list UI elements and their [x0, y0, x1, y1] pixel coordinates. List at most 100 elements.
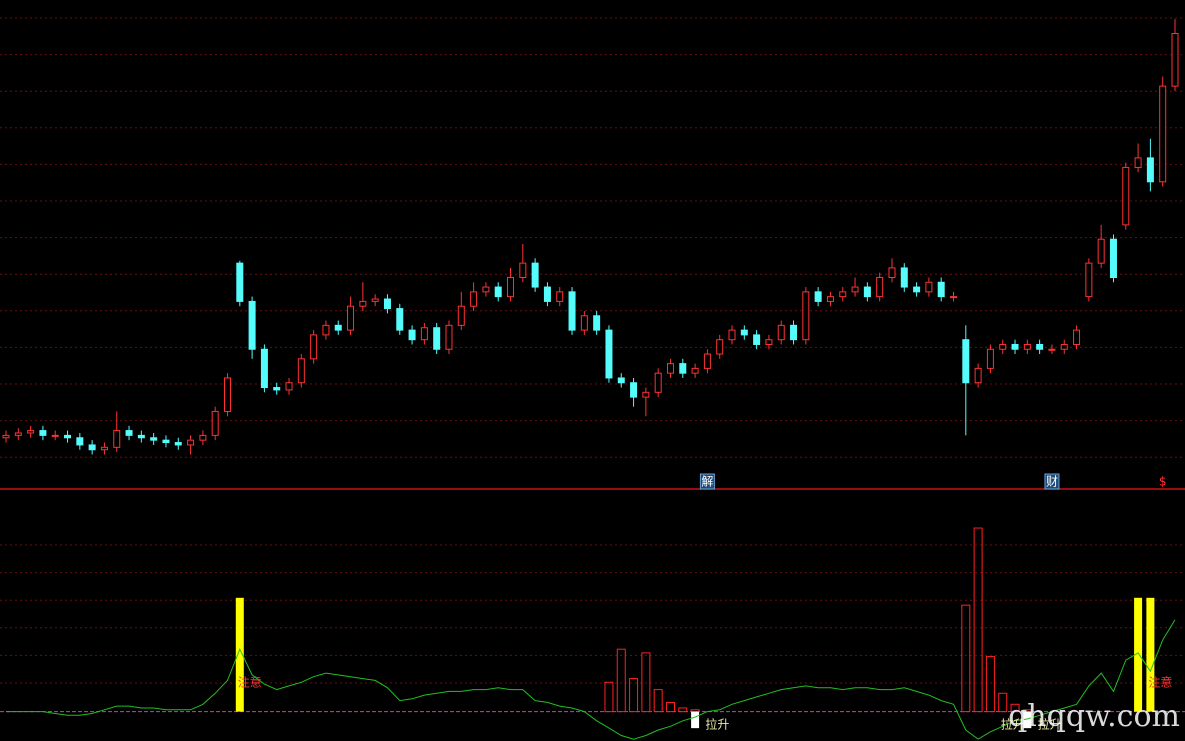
- candle-body: [260, 348, 268, 389]
- candle-body: [211, 410, 219, 436]
- indicator-bar: [985, 656, 995, 713]
- candle-body: [863, 286, 871, 298]
- candle-body: [359, 300, 367, 307]
- candle-body: [248, 300, 256, 350]
- candle-body: [1085, 262, 1093, 298]
- candle-body: [187, 439, 195, 446]
- candle-body: [236, 262, 244, 302]
- candle-body: [470, 291, 478, 307]
- candle-body: [1134, 157, 1142, 168]
- annotation-box: [699, 473, 715, 490]
- candle-body: [88, 444, 96, 451]
- candle-body: [199, 434, 207, 441]
- indicator-bar: [1010, 703, 1020, 713]
- indicator-bar: [973, 527, 983, 713]
- indicator-bar: [678, 707, 688, 713]
- indicator-bar: [665, 701, 675, 713]
- candle-body: [999, 343, 1007, 350]
- candle-body: [826, 296, 834, 302]
- candle-body: [2, 434, 10, 439]
- candle-body: [543, 286, 551, 302]
- candle-body: [986, 348, 994, 369]
- indicator-bar: [641, 652, 651, 713]
- candle-body: [457, 305, 465, 326]
- indicator-bar: [235, 597, 244, 712]
- candle-body: [125, 430, 133, 436]
- candle-body: [383, 298, 391, 310]
- candle-body: [1097, 238, 1105, 264]
- candle-body: [1146, 157, 1154, 183]
- candle-body: [888, 267, 896, 278]
- candle-body: [14, 432, 22, 436]
- candle-body: [740, 329, 748, 336]
- candle-body: [531, 262, 539, 288]
- candle-body: [765, 339, 773, 345]
- indicator-line: [6, 619, 1176, 740]
- candle-body: [1048, 348, 1056, 351]
- candle-body: [1171, 32, 1179, 87]
- annotation: $: [1159, 475, 1167, 489]
- candle-body: [716, 339, 724, 355]
- indicator-bar: [653, 689, 663, 713]
- candle-body: [322, 324, 330, 336]
- candle-body: [703, 353, 711, 369]
- candle-body: [728, 329, 736, 341]
- candle-body: [27, 430, 35, 434]
- candle-body: [371, 298, 379, 302]
- candle-body: [753, 334, 761, 345]
- candle-body: [445, 324, 453, 350]
- candle-body: [962, 339, 970, 384]
- candle-body: [925, 281, 933, 293]
- candle-body: [408, 329, 416, 341]
- indicator-bar: [1023, 711, 1032, 729]
- candle-body: [273, 387, 281, 391]
- candle-body: [900, 267, 908, 288]
- candle-body: [1159, 85, 1167, 183]
- candle-body: [482, 286, 490, 293]
- annotation: 注意: [238, 675, 262, 690]
- indicator-bar: [1134, 597, 1143, 712]
- indicator-bar: [961, 604, 971, 713]
- candle-body: [507, 276, 515, 298]
- indicator-bar: [691, 711, 700, 729]
- candle-body: [593, 315, 601, 331]
- indicator-bar: [1022, 709, 1032, 713]
- annotation: 财: [1046, 475, 1058, 489]
- indicator-bar: [629, 678, 639, 713]
- candle-body: [137, 434, 145, 439]
- annotation: 解: [701, 475, 713, 489]
- candle-body: [851, 286, 859, 293]
- candle-body: [556, 291, 564, 302]
- annotation: 拉升: [1038, 717, 1062, 732]
- candle-body: [568, 291, 576, 331]
- candle-body: [519, 262, 527, 278]
- candle-body: [1023, 343, 1031, 350]
- candle-body: [913, 286, 921, 293]
- candle-body: [150, 437, 158, 441]
- candle-body: [420, 327, 428, 341]
- annotation-box: [1044, 473, 1060, 490]
- candle-body: [580, 315, 588, 331]
- candle-body: [51, 434, 59, 437]
- candle-body: [1011, 343, 1019, 350]
- indicator-bar: [998, 692, 1008, 713]
- watermark: qhqqw.com: [1008, 699, 1180, 734]
- candle-body: [974, 367, 982, 384]
- indicator-bar: [616, 648, 626, 713]
- candle-body: [223, 377, 231, 412]
- annotation: 拉升: [1001, 717, 1025, 732]
- candle-body: [1122, 166, 1130, 226]
- candle-body: [605, 329, 613, 379]
- candle-body: [790, 324, 798, 341]
- candle-body: [1036, 343, 1044, 350]
- candle-body: [691, 367, 699, 374]
- candle-body: [777, 324, 785, 341]
- candle-body: [285, 382, 293, 391]
- candle-body: [937, 281, 945, 298]
- candle-body: [876, 276, 884, 298]
- candle-body: [76, 437, 84, 446]
- candle-body: [642, 391, 650, 398]
